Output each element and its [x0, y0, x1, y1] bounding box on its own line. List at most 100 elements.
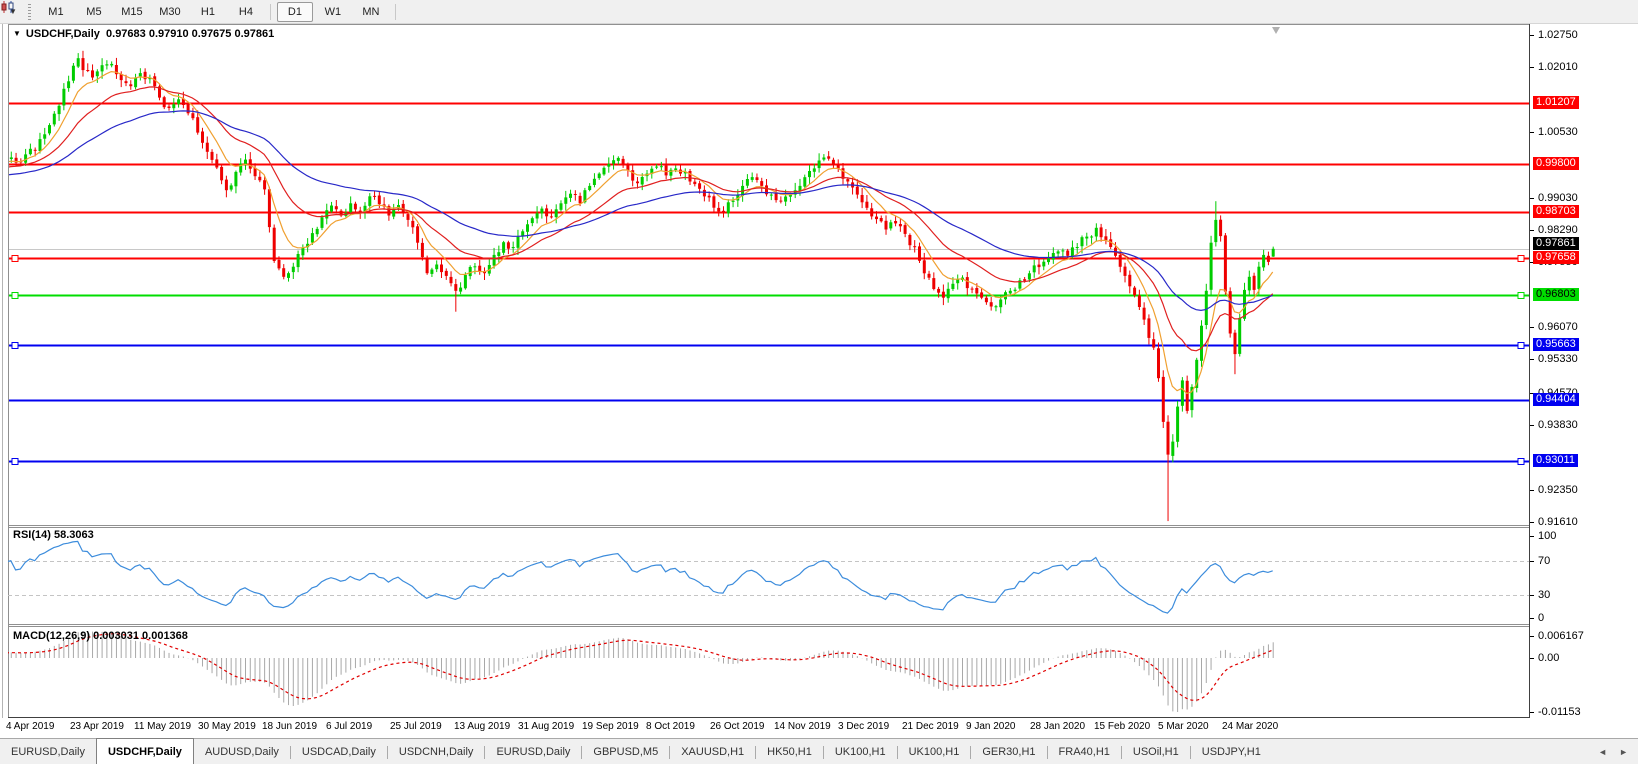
rsi-tick-label: 70 [1538, 555, 1551, 567]
date-label: 21 Dec 2019 [902, 721, 959, 732]
date-label: 6 Jul 2019 [326, 721, 373, 732]
rsi-label: RSI(14) 58.3063 [13, 529, 94, 541]
timeframe-toolbar: ▼ M1 M5 M15 M30 H1 H4 D1 W1 MN [0, 0, 1638, 24]
chart-tab-14[interactable]: USDJPY,H1 [1201, 746, 1261, 758]
chart-title-caret-icon[interactable]: ▼ [13, 29, 21, 38]
timeframe-button-h1[interactable]: H1 [200, 5, 215, 18]
chart-tab-11[interactable]: GER30,H1 [982, 746, 1036, 758]
tab-scroll-left-icon[interactable]: ◄ [1598, 747, 1608, 757]
date-label: 26 Oct 2019 [710, 721, 765, 732]
price-tick [1530, 490, 1534, 491]
chart-tab-13[interactable]: USOil,H1 [1132, 746, 1179, 758]
ohlc-values: 0.97683 0.97910 0.97675 0.97861 [106, 28, 275, 40]
date-label: 5 Mar 2020 [1158, 721, 1209, 732]
price-tick [1530, 230, 1534, 231]
chart-tab-10[interactable]: UK100,H1 [908, 746, 960, 758]
chart-shift-marker-icon[interactable] [1272, 27, 1280, 34]
tab-separator [484, 745, 486, 759]
macd-tick [1530, 636, 1534, 637]
level-price-badge: 0.98703 [1533, 205, 1579, 218]
macd-tick [1530, 712, 1534, 713]
price-tick-label: 1.00530 [1538, 126, 1578, 138]
price-tick [1530, 393, 1534, 394]
date-axis: 4 Apr 2019 23 Apr 2019 11 May 2019 30 May 2… [0, 718, 1530, 738]
level-price-badge: 0.96803 [1533, 288, 1579, 301]
chart-type-caret-icon[interactable]: ▼ [9, 7, 17, 16]
tab-separator [386, 745, 388, 759]
price-tick [1530, 35, 1534, 36]
date-label: 23 Apr 2019 [70, 721, 124, 732]
macd-label: MACD(12,26,9) 0.003031 0.001368 [13, 630, 188, 642]
tab-separator [822, 745, 824, 759]
chart-tab-4[interactable]: USDCNH,Daily [398, 746, 474, 758]
timeframe-button-d1[interactable]: D1 [276, 1, 313, 22]
level-price-badge: 1.01207 [1533, 96, 1579, 109]
tab-separator [1120, 745, 1122, 759]
toolbar-grip-handle[interactable] [27, 3, 31, 20]
date-label: 15 Feb 2020 [1094, 721, 1151, 732]
chart-tab-1[interactable]: USDCHF,Daily [95, 738, 194, 764]
price-tick-label: 0.95330 [1538, 353, 1578, 365]
toolbar-separator [269, 3, 271, 20]
price-axis: 1.027501.020101.005300.990300.982900.975… [1530, 24, 1638, 718]
price-tick-label: 0.98290 [1538, 224, 1578, 236]
chart-tab-12[interactable]: FRA40,H1 [1058, 746, 1110, 758]
timeframe-button-mn[interactable]: MN [362, 5, 380, 18]
timeframe-button-m1[interactable]: M1 [48, 5, 64, 18]
level-price-badge: 0.99800 [1533, 157, 1579, 170]
date-label: 18 Jun 2019 [262, 721, 318, 732]
date-label: 24 Mar 2020 [1222, 721, 1279, 732]
price-tick-label: 0.91610 [1538, 516, 1578, 528]
price-tick-label: 0.92350 [1538, 484, 1578, 496]
macd-tick-label: 0.006167 [1538, 630, 1584, 642]
timeframe-button-m30[interactable]: M30 [159, 5, 181, 18]
chart-tab-6[interactable]: GBPUSD,M5 [593, 746, 659, 758]
window-left-border [2, 24, 3, 736]
date-label: 19 Sep 2019 [582, 721, 639, 732]
chart-tab-9[interactable]: UK100,H1 [834, 746, 886, 758]
price-tick-label: 1.02750 [1538, 29, 1578, 41]
level-price-badge: 0.95663 [1533, 338, 1579, 351]
price-tick-label: 1.02010 [1538, 61, 1578, 73]
date-label: 30 May 2019 [198, 721, 256, 732]
level-price-badge: 0.97658 [1533, 251, 1579, 264]
chart-tab-0[interactable]: EURUSD,Daily [11, 746, 85, 758]
rsi-tick [1530, 595, 1534, 596]
chart-tab-3[interactable]: USDCAD,Daily [301, 746, 376, 758]
tab-separator [970, 745, 972, 759]
rsi-tick-label: 30 [1538, 589, 1551, 601]
timeframe-button-m15[interactable]: M15 [121, 5, 143, 18]
symbol-label: USDCHF,Daily [25, 28, 100, 40]
price-tick [1530, 522, 1534, 523]
tab-separator [1046, 745, 1048, 759]
tab-scroll-right-icon[interactable]: ► [1619, 747, 1628, 757]
timeframe-buttons: M1 M5 M15 M30 H1 H4 D1 W1 MN [37, 1, 401, 22]
tab-separator [896, 745, 898, 759]
price-tick-label: 0.96070 [1538, 321, 1578, 333]
chart-type-button[interactable]: ▼ [1, 1, 20, 17]
price-tick [1530, 262, 1534, 263]
date-label: 3 Dec 2019 [838, 721, 890, 732]
date-label: 4 Apr 2019 [6, 721, 55, 732]
timeframe-button-h4[interactable]: H4 [238, 5, 253, 18]
level-price-badge: 0.93011 [1533, 454, 1578, 467]
date-label: 8 Oct 2019 [646, 721, 695, 732]
chart-tab-7[interactable]: XAUUSD,H1 [681, 746, 745, 758]
chart-tab-2[interactable]: AUDUSD,Daily [204, 746, 279, 758]
date-label: 9 Jan 2020 [966, 721, 1016, 732]
price-tick-label: 0.99030 [1538, 192, 1578, 204]
chart-tab-5[interactable]: EURUSD,Daily [496, 746, 571, 758]
timeframe-button-m5[interactable]: M5 [86, 5, 102, 18]
candlestick-chart-icon [1, 1, 14, 13]
chart-tab-8[interactable]: HK50,H1 [767, 746, 812, 758]
price-tick [1530, 67, 1534, 68]
tab-separator [1189, 745, 1191, 759]
tab-separator [755, 745, 757, 759]
date-label: 28 Jan 2020 [1030, 721, 1086, 732]
timeframe-button-w1[interactable]: W1 [324, 5, 342, 18]
level-price-badge: 0.94404 [1533, 393, 1579, 406]
rsi-tick [1530, 536, 1534, 537]
chart-tabs-bar: EURUSD,Daily USDCHF,Daily AUDUSD,Daily USDC… [0, 738, 1638, 764]
tab-separator [581, 745, 583, 759]
